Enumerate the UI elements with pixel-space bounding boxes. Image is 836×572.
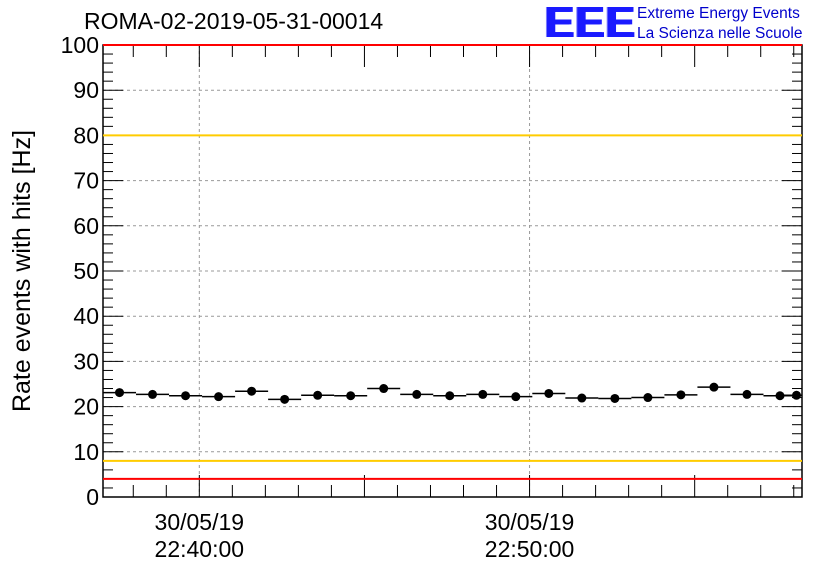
- y-tick-label: 100: [61, 32, 99, 58]
- y-tick-label: 50: [73, 258, 99, 284]
- data-point: [610, 393, 620, 403]
- y-tick-label: 60: [73, 213, 99, 239]
- data-point: [676, 390, 686, 400]
- logo-line-1: Extreme Energy Events: [637, 5, 800, 22]
- data-point: [742, 389, 752, 399]
- y-tick-label: 40: [73, 303, 99, 329]
- x-tick-label-time: 22:40:00: [155, 536, 245, 562]
- x-tick-label-date: 30/05/19: [485, 509, 575, 535]
- x-tick-label-date: 30/05/19: [155, 509, 245, 535]
- data-point: [412, 389, 422, 399]
- y-axis-title: Rate events with hits [Hz]: [8, 130, 36, 412]
- data-point: [313, 390, 323, 400]
- data-point: [445, 391, 455, 401]
- y-tick-label: 30: [73, 348, 99, 374]
- data-point: [214, 392, 224, 402]
- logo-line-2: La Scienza nelle Scuole: [637, 25, 803, 42]
- data-point: [379, 384, 389, 394]
- data-point: [577, 393, 587, 403]
- data-point: [346, 391, 356, 401]
- data-point: [791, 390, 801, 400]
- data-point: [181, 391, 191, 401]
- data-point: [115, 388, 125, 398]
- x-tick-label-time: 22:50:00: [485, 536, 575, 562]
- data-point: [247, 386, 257, 396]
- eee-logo: EEE Extreme Energy Events La Scienza nel…: [544, 0, 834, 47]
- data-point: [643, 393, 653, 403]
- y-tick-label: 90: [73, 77, 99, 103]
- chart-title: ROMA-02-2019-05-31-00014: [84, 8, 384, 34]
- data-point: [511, 392, 521, 402]
- data-point: [709, 382, 719, 392]
- eee-logo-mark: EEE: [544, 0, 636, 47]
- y-tick-label: 80: [73, 122, 99, 148]
- data-point: [280, 394, 290, 404]
- y-tick-label: 0: [86, 484, 99, 510]
- y-tick-label: 70: [73, 168, 99, 194]
- data-point: [148, 389, 158, 399]
- y-tick-label: 20: [73, 394, 99, 420]
- data-point: [544, 388, 554, 398]
- y-tick-label: 10: [73, 439, 99, 465]
- data-point: [478, 389, 488, 399]
